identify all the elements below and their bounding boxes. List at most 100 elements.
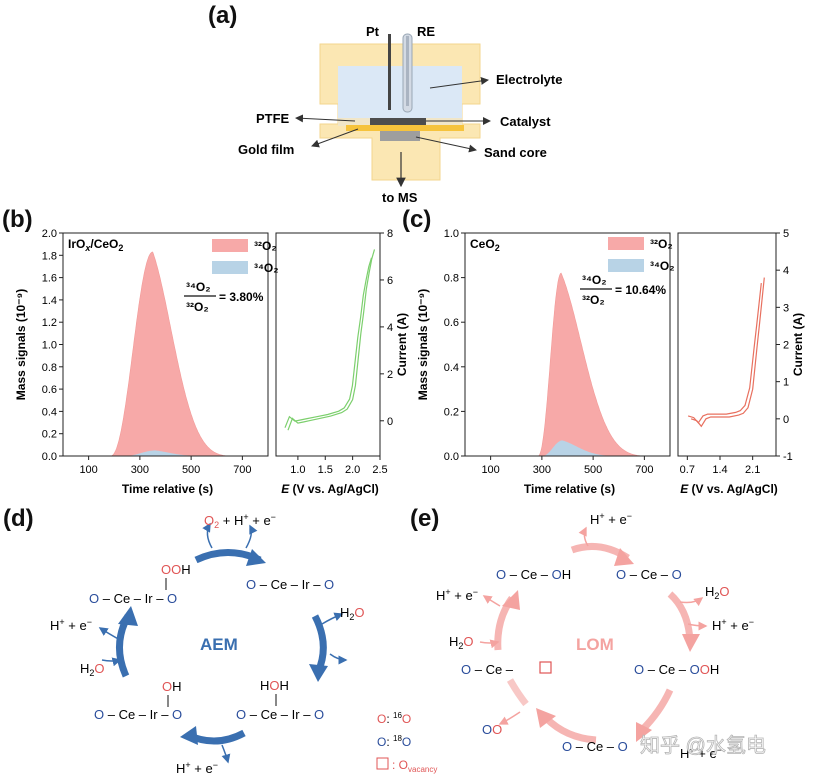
x-tick-label: 1.4 [712,464,727,476]
y-tick-label: -1 [783,451,793,463]
y-tick-label: 0 [783,414,789,426]
label-pt: Pt [366,24,380,39]
aem-oh: OH [162,679,182,694]
electrolyte-region [338,66,462,120]
b-legend-32: ³²O₂ [254,239,277,253]
plot-frame [464,232,671,457]
x-axis-label: Time relative (s) [122,482,213,496]
area-series-32O2 [110,251,228,457]
y-tick-label: 1 [783,377,789,389]
y-tick-label: 6 [387,275,393,287]
lom-step-left-top: H+ + e− [436,587,478,603]
y-tick-label: 0.0 [444,451,459,463]
y-tick-label: 0.4 [42,406,57,418]
c-legend-swatch-34 [608,259,644,272]
isotope-legend: O: 16O O: 18O : Ovacancy [376,711,437,774]
lom-step-top: H+ + e− [590,511,632,527]
y-tick-label: 3 [783,302,789,314]
label-to-ms: to MS [382,190,418,205]
x-tick-label: 700 [233,464,251,476]
cell-schematic: Pt RE Electrolyte PTFE Catalyst Gold fil… [238,24,562,205]
y-tick-label: 5 [783,228,789,240]
c-ratio-value: = 10.64% [615,283,666,297]
sand-core [380,131,420,141]
legend-o18: O: 18O [377,734,411,749]
x-tick-label: 500 [182,464,200,476]
x-tick-label: 0.7 [680,464,695,476]
x-tick-label: 100 [481,464,499,476]
c-sample-label: CeO2 [470,237,500,253]
x-tick-label: 2.1 [745,464,760,476]
lom-species-top-left: O – Ce – OH [496,567,571,582]
catalyst-layer [370,118,426,125]
lom-center-label: LOM [576,635,614,654]
panel-label-c: (c) [402,206,432,233]
y-tick-label: 2.0 [42,228,57,240]
aem-step-right: H2O [340,605,365,622]
chart-c-cv: 0.7 1.4 2.1 -1 0 1 2 3 4 5 E (V vs. Ag/AgCl) Curren… [677,228,805,496]
y-tick-label: 1.2 [42,317,57,329]
panel-label-b: (b) [2,206,33,233]
area-series-34O2 [541,440,619,456]
gold-film [346,125,464,131]
label-re: RE [417,24,435,39]
x-tick-label: 700 [635,464,653,476]
x-tick-label: 2.0 [345,464,360,476]
b-sample-label: IrOx/CeO2 [68,237,123,253]
aem-step-left-bottom: H2O [80,661,105,678]
lom-step-right: H+ + e− [712,617,754,633]
area-series-32O2 [537,272,642,457]
aem-cycle: AEM O2 + H+ + e− OOH O – Ce – Ir – O O –… [50,512,365,776]
c-legend-swatch-32 [608,237,644,250]
label-ptfe: PTFE [256,111,290,126]
watermark: 知乎 @水氢电 [640,734,766,757]
b-ratio-num: ³⁴O₂ [186,280,211,294]
lom-species-right: O – Ce – OOH [634,662,719,677]
y-tick-label: 0.2 [444,406,459,418]
panel-label-a: (a) [208,2,238,29]
lom-step-left-h2o: H2O [449,634,474,651]
x-axis-label: E (V vs. Ag/AgCl) [281,482,379,496]
y-tick-label: 2 [783,340,789,352]
lom-species-top-right: O – Ce – O [616,567,682,582]
lom-cycle: LOM H+ + e− O – Ce – OH O – Ce – O H2O H… [436,511,754,761]
aem-hoh: HOH [260,678,289,693]
x-tick-label: 300 [131,464,149,476]
panel-label-d: (d) [3,505,34,532]
y-tick-label: 0.8 [42,362,57,374]
cv-forward-line [690,277,765,428]
c-ratio-num: ³⁴O₂ [582,273,607,287]
plot-frame [677,232,777,457]
y-tick-label: 1.0 [444,228,459,240]
y-tick-label: 0.0 [42,451,57,463]
label-gold-film: Gold film [238,142,294,157]
cv-reverse-line [687,283,762,424]
x-tick-label: 100 [79,464,97,476]
pt-electrode [388,34,391,110]
y-tick-label: 2 [387,369,393,381]
aem-species-bottom-right: O – Ce – Ir – O [236,707,324,722]
aem-step-top: O2 + H+ + e− [204,512,276,530]
b-ratio-value: = 3.80% [219,290,264,304]
c-ratio-den: ³²O₂ [582,293,605,307]
chart-b-cv: 1.0 1.5 2.0 2.5 0 2 4 6 8 E (V vs. Ag/AgCl) Curren… [275,228,409,496]
y-axis-label: Mass signals (10⁻⁹) [14,289,28,400]
y-tick-label: 0.4 [444,362,459,374]
x-tick-label: 500 [584,464,602,476]
c-legend-34: ³⁴O₂ [650,259,675,273]
x-axis-label: Time relative (s) [524,482,615,496]
y-tick-label: 0.6 [42,384,57,396]
legend-vacancy: : Ovacancy [392,758,437,774]
area-series-34O2 [124,450,207,456]
y-axis-label: Mass signals (10⁻⁹) [416,289,430,400]
aem-center-label: AEM [200,635,238,654]
y-tick-label: 4 [387,322,393,334]
legend-o16: O: 16O [377,711,411,726]
plot-frame [275,232,381,457]
y-axis-label: Current (A) [395,313,409,376]
aem-species-bottom-left: O – Ce – Ir – O [94,707,182,722]
x-tick-label: 300 [533,464,551,476]
b-legend-swatch-34 [212,261,248,274]
x-axis-label: E (V vs. Ag/AgCl) [680,482,778,496]
